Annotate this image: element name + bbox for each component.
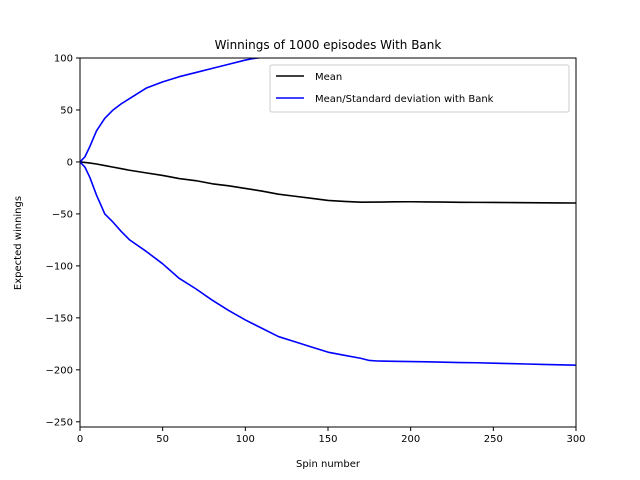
x-axis-ticks: 0 50 100 150 200 250 300: [77, 427, 586, 445]
y-tick-label: −100: [46, 261, 73, 272]
y-tick-label: −250: [46, 417, 73, 428]
y-axis-ticks: −250 −200 −150 −100 −50 0 50 100: [46, 54, 80, 428]
y-tick-label: −200: [46, 365, 73, 376]
x-tick-label: 300: [566, 434, 585, 445]
x-tick-label: 50: [156, 434, 169, 445]
plot-area-background: [80, 58, 576, 427]
series-layer: [80, 58, 576, 366]
y-tick-label: −150: [46, 313, 73, 324]
y-tick-label: −50: [52, 209, 73, 220]
chart-title: Winnings of 1000 episodes With Bank: [215, 38, 442, 52]
series-line-0: [80, 161, 576, 204]
series-line-1: [80, 58, 265, 163]
legend-std-label: Mean/Standard deviation with Bank: [315, 94, 494, 105]
legend: Mean Mean/Standard deviation with Bank: [269, 64, 570, 113]
legend-mean-label: Mean: [315, 72, 342, 83]
y-tick-label: 0: [67, 157, 73, 168]
x-tick-label: 200: [401, 434, 420, 445]
y-axis-label: Expected winnings: [13, 196, 24, 290]
x-axis-label: Spin number: [296, 459, 361, 470]
series-line-2: [80, 161, 576, 366]
y-tick-label: 100: [54, 54, 73, 65]
x-tick-label: 100: [236, 434, 255, 445]
legend-box: [269, 64, 570, 113]
x-tick-label: 250: [484, 434, 503, 445]
x-tick-label: 150: [318, 434, 337, 445]
x-tick-label: 0: [77, 434, 83, 445]
y-tick-label: 50: [60, 105, 73, 116]
